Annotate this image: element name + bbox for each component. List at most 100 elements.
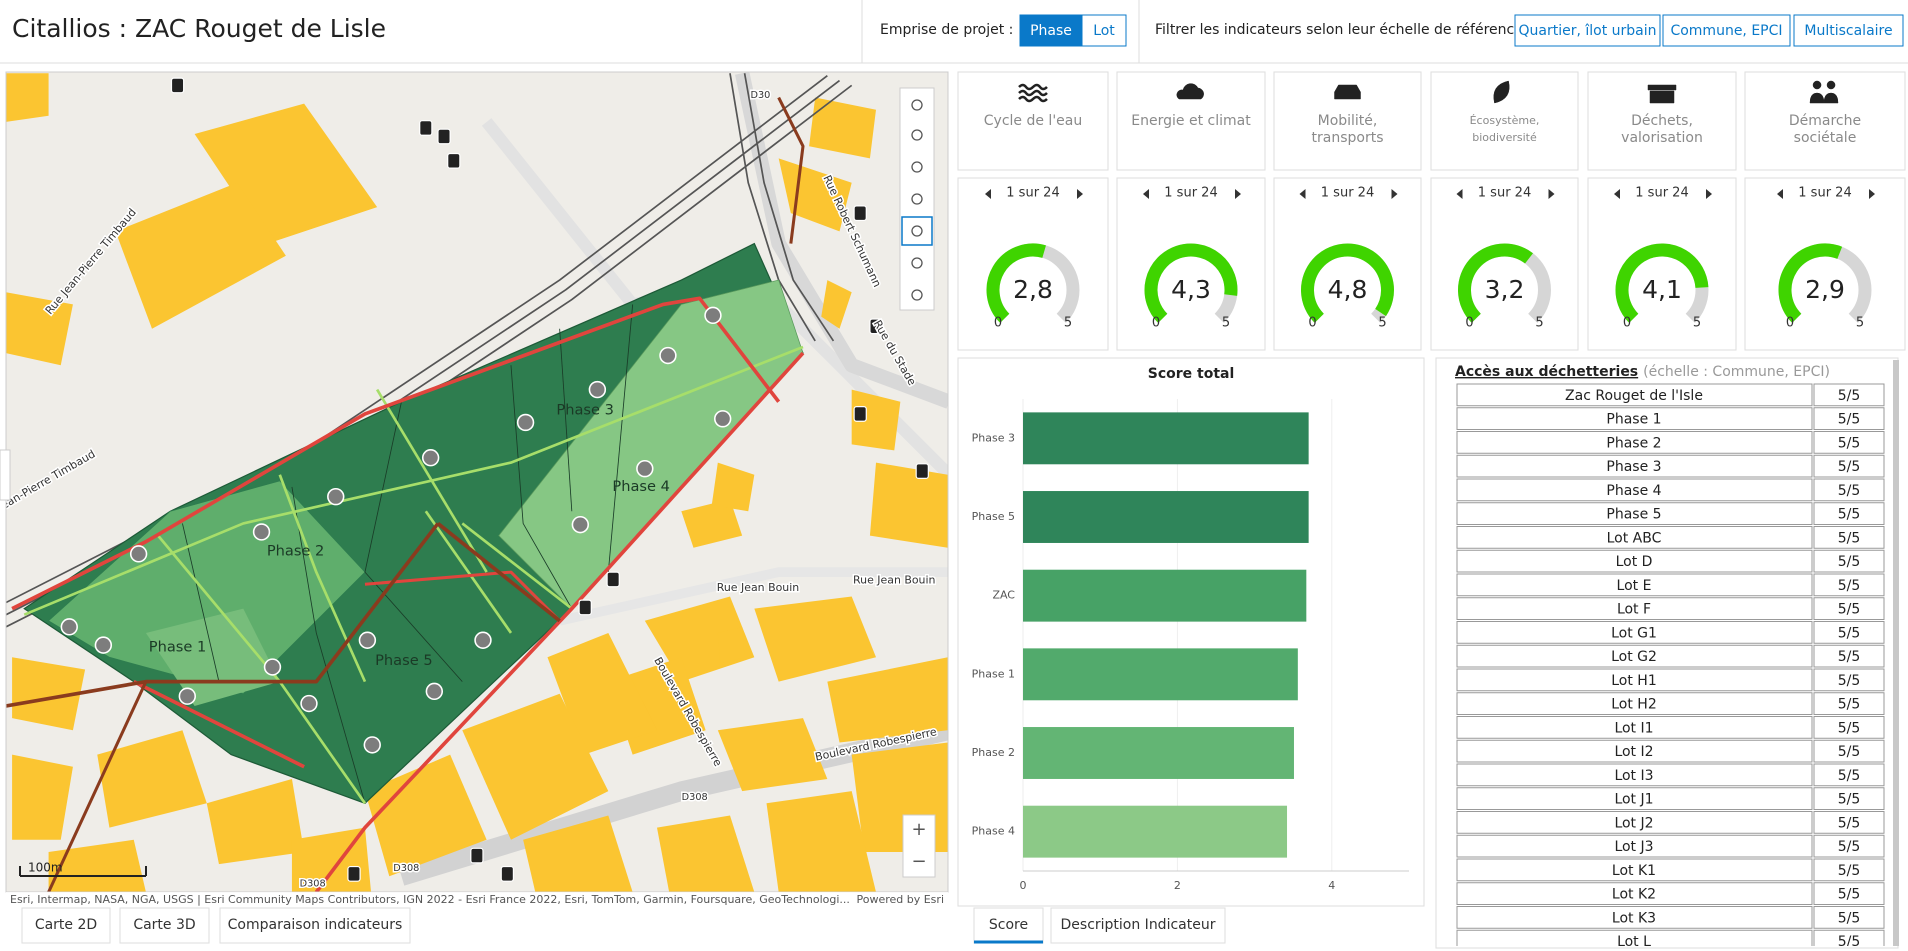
- table-cell: [1813, 834, 1885, 858]
- filter-button-label[interactable]: Multiscalaire: [1804, 23, 1892, 39]
- table-cell: [1813, 478, 1885, 502]
- pager-next[interactable]: [1706, 189, 1712, 199]
- toolbar-button[interactable]: [901, 216, 933, 246]
- table-cell: [1813, 407, 1885, 430]
- perimeter-brown: [436, 522, 561, 623]
- row-name: Phase 5: [1606, 507, 1661, 523]
- pager-next[interactable]: [1869, 189, 1875, 199]
- indicator-label: sociétale: [1794, 130, 1857, 146]
- table: Zac Rouget de l'Isle 5/5 Phase 1 5/5 Phase 2…: [1456, 383, 1885, 946]
- parcel-line: [559, 328, 573, 512]
- pager-prev[interactable]: [1456, 189, 1463, 199]
- building: [711, 462, 755, 512]
- card-bg: [1587, 177, 1737, 351]
- zoom-out[interactable]: −: [911, 851, 926, 872]
- table-cell: [1456, 929, 1813, 946]
- pager-next[interactable]: [1391, 189, 1398, 199]
- indicator-icon: [1647, 84, 1677, 104]
- toolbar-button[interactable]: [902, 121, 932, 149]
- toolbar-button[interactable]: [902, 91, 932, 119]
- pager-prev[interactable]: [1299, 189, 1306, 199]
- y-tick-label: Phase 5: [972, 510, 1015, 523]
- pager-label: 1 sur 24: [1006, 186, 1059, 201]
- toolbar-icon[interactable]: [911, 161, 923, 173]
- toolbar-button[interactable]: [902, 185, 932, 213]
- emprise-button-label[interactable]: Lot: [1093, 23, 1115, 39]
- building: [717, 718, 828, 792]
- filter-button[interactable]: [1793, 14, 1904, 47]
- toolbar-icon[interactable]: [911, 225, 923, 237]
- row-score: 5/5: [1838, 863, 1861, 879]
- table-cell: [1456, 692, 1813, 715]
- map-tab-label[interactable]: Carte 3D: [133, 917, 195, 933]
- toolbar-icon[interactable]: [911, 99, 923, 111]
- row-score: 5/5: [1838, 459, 1861, 475]
- map-tab[interactable]: [219, 907, 411, 944]
- gauge-value: [986, 243, 1046, 323]
- map-tab[interactable]: [21, 907, 111, 944]
- indicator-icon: [1334, 84, 1361, 100]
- table-cell: [1456, 739, 1813, 763]
- chart-tab-label[interactable]: Score: [989, 917, 1028, 933]
- bus-icon: [470, 847, 484, 864]
- row-score: 5/5: [1838, 530, 1861, 546]
- filter-button[interactable]: [1514, 14, 1661, 47]
- chart-tab[interactable]: [973, 907, 1044, 944]
- toolbar-icon[interactable]: [911, 129, 923, 141]
- row-score: 5/5: [1838, 768, 1861, 784]
- row-name: Lot I2: [1614, 744, 1653, 760]
- gauge-card: 1 sur 24 4,3 0 5: [1116, 177, 1266, 351]
- emprise-button[interactable]: [1019, 14, 1083, 47]
- filter-button[interactable]: [1662, 14, 1791, 47]
- y-tick-label: Phase 3: [972, 431, 1015, 444]
- row-score: 5/5: [1838, 388, 1861, 404]
- map-tab-label[interactable]: Comparaison indicateurs: [228, 917, 403, 933]
- toolbar-button[interactable]: [902, 281, 932, 309]
- zoom-in[interactable]: +: [911, 819, 926, 840]
- gauge-card: 1 sur 24 4,1 0 5: [1587, 177, 1737, 351]
- toolbar-button[interactable]: [902, 153, 932, 181]
- pager-next[interactable]: [1077, 189, 1083, 199]
- map-label: Phase 3: [556, 401, 614, 418]
- pager-next[interactable]: [1548, 189, 1555, 199]
- perimeter: [132, 679, 305, 769]
- app-title: Citallios : ZAC Rouget de Lisle: [12, 14, 386, 43]
- row-name: Lot G1: [1611, 625, 1657, 641]
- card-bg[interactable]: [1744, 71, 1906, 171]
- bus-icon: [347, 865, 361, 882]
- pager-prev[interactable]: [1614, 189, 1620, 199]
- building: [206, 778, 305, 865]
- pager-prev[interactable]: [1143, 189, 1149, 199]
- gauge-value-label: 4,8: [1328, 275, 1368, 304]
- map-tab[interactable]: [119, 907, 210, 944]
- poi-icon: [94, 636, 113, 654]
- building: [115, 182, 286, 329]
- map-label: D30: [750, 90, 770, 101]
- gauge-value: [1301, 243, 1394, 323]
- pager-prev[interactable]: [1777, 189, 1783, 199]
- scrollbar[interactable]: [1893, 360, 1899, 946]
- building: [194, 103, 378, 244]
- chart-tab[interactable]: [1050, 907, 1226, 944]
- filter-button-label[interactable]: Commune, EPCI: [1670, 23, 1782, 39]
- map-features: Phase 1 Phase 2 Phase 3 Phase 4 Phase 5 Rue J…: [6, 72, 948, 892]
- pager-prev[interactable]: [985, 189, 991, 199]
- toolbar-icon[interactable]: [911, 193, 923, 205]
- pager-next[interactable]: [1235, 189, 1241, 199]
- gauge-card: 1 sur 24 2,8 0 5: [957, 177, 1109, 351]
- row-score: 5/5: [1838, 554, 1861, 570]
- building: [364, 754, 487, 877]
- row-name: Lot K2: [1612, 887, 1656, 903]
- toolbar-button[interactable]: [902, 249, 932, 277]
- table-cell: [1456, 763, 1813, 787]
- map-tab-label[interactable]: Carte 2D: [35, 917, 97, 933]
- poi-icon: [474, 631, 492, 649]
- emprise-button[interactable]: [1081, 14, 1127, 47]
- toolbar-icon[interactable]: [911, 289, 923, 301]
- filter-button-label[interactable]: Quartier, îlot urbain: [1518, 23, 1656, 39]
- chart-tab-label[interactable]: Description Indicateur: [1061, 917, 1216, 933]
- side-expander[interactable]: [0, 449, 11, 501]
- toolbar-icon[interactable]: [911, 257, 923, 269]
- emprise-button-label[interactable]: Phase: [1030, 23, 1072, 39]
